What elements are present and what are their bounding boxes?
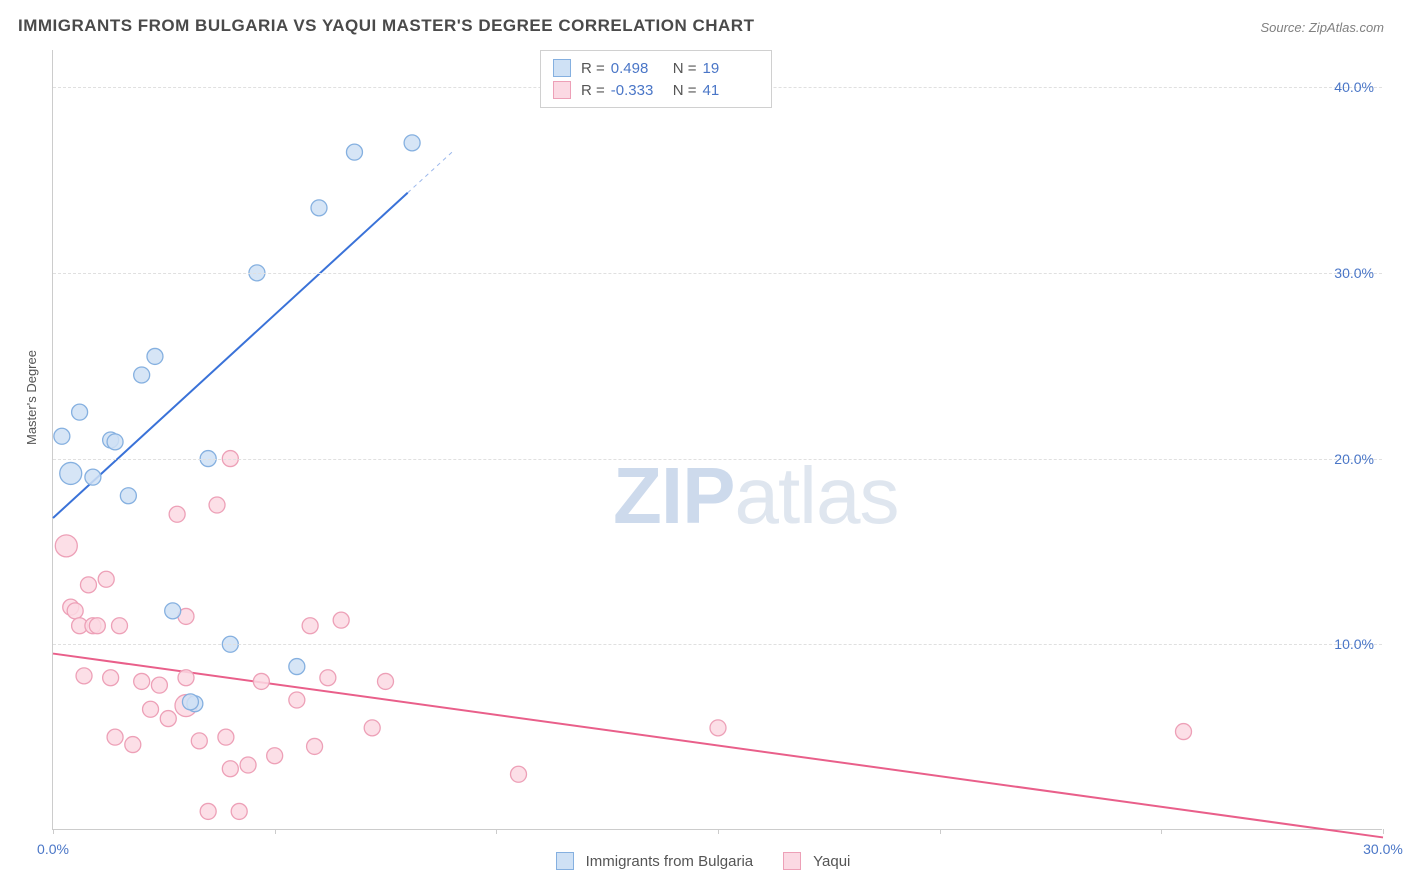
y-tick-label: 30.0% [1314, 265, 1374, 281]
y-tick-label: 40.0% [1314, 79, 1374, 95]
swatch-series-0 [553, 59, 571, 77]
gridline [53, 644, 1382, 645]
chart-svg [53, 50, 1382, 829]
x-tick-mark [275, 829, 276, 834]
x-tick-mark [496, 829, 497, 834]
x-tick-mark [940, 829, 941, 834]
legend-label-1: Yaqui [813, 853, 850, 870]
r-value-1: -0.333 [611, 82, 667, 99]
swatch-series-1 [783, 852, 801, 870]
correlation-legend: R = 0.498 N = 19 R = -0.333 N = 41 [540, 50, 772, 108]
legend-row-series-1: R = -0.333 N = 41 [553, 79, 759, 101]
plot-area: ZIPatlas 10.0%20.0%30.0%40.0%0.0%30.0% [52, 50, 1382, 830]
y-tick-label: 20.0% [1314, 451, 1374, 467]
y-axis-label: Master's Degree [24, 350, 39, 445]
legend-row-series-0: R = 0.498 N = 19 [553, 57, 759, 79]
y-tick-label: 10.0% [1314, 636, 1374, 652]
x-tick-mark [1383, 829, 1384, 834]
swatch-series-1 [553, 81, 571, 99]
x-tick-mark [718, 829, 719, 834]
x-tick-mark [1161, 829, 1162, 834]
chart-title: IMMIGRANTS FROM BULGARIA VS YAQUI MASTER… [18, 16, 754, 36]
chart-container: IMMIGRANTS FROM BULGARIA VS YAQUI MASTER… [0, 0, 1406, 892]
n-label: N = [673, 82, 697, 99]
source-attribution: Source: ZipAtlas.com [1260, 20, 1384, 35]
n-value-0: 19 [703, 60, 759, 77]
x-tick-mark [53, 829, 54, 834]
series-legend: Immigrants from Bulgaria Yaqui [0, 852, 1406, 870]
r-label: R = [581, 60, 605, 77]
gridline [53, 459, 1382, 460]
legend-item-1: Yaqui [783, 852, 850, 870]
gridline [53, 273, 1382, 274]
r-value-0: 0.498 [611, 60, 667, 77]
legend-item-0: Immigrants from Bulgaria [556, 852, 754, 870]
legend-label-0: Immigrants from Bulgaria [586, 853, 754, 870]
n-label: N = [673, 60, 697, 77]
n-value-1: 41 [703, 82, 759, 99]
swatch-series-0 [556, 852, 574, 870]
r-label: R = [581, 82, 605, 99]
